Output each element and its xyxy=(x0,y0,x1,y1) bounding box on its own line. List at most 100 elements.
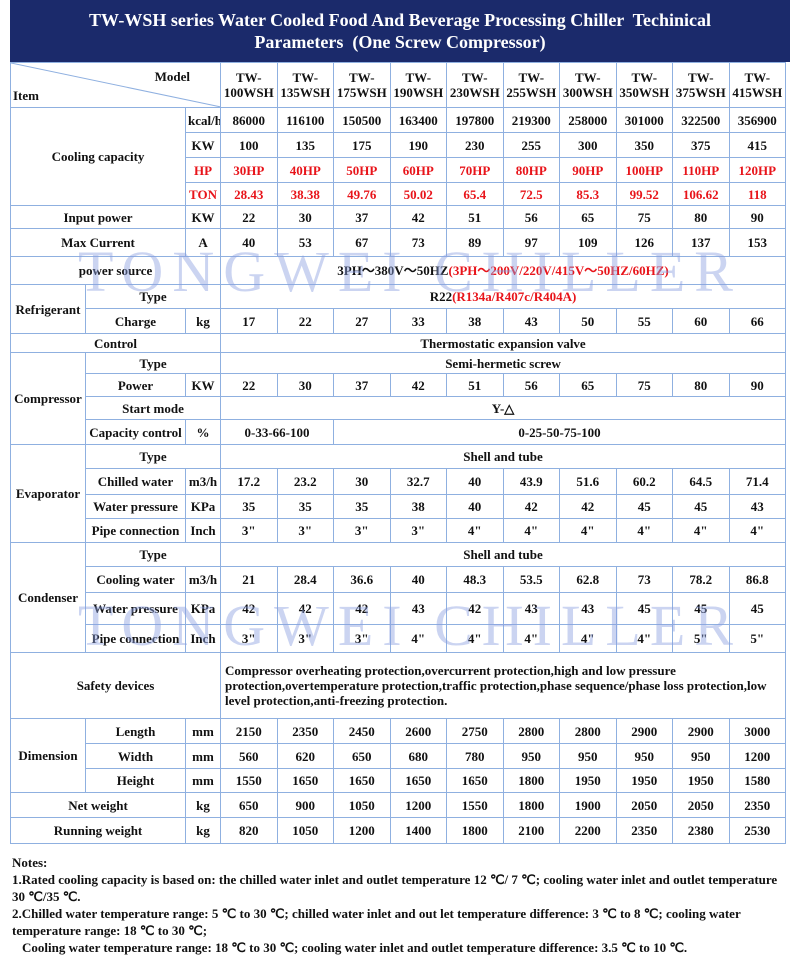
table-row: Charge kg 17 22 27 33 38 43 50 55 60 66 xyxy=(11,308,787,334)
value-cell: 37 xyxy=(333,205,391,229)
value-cell: 17 xyxy=(220,308,278,334)
value-cell: 28.43 xyxy=(220,182,278,206)
value-cell: 45 xyxy=(672,494,730,519)
table-row: Input power KW 22 30 37 42 51 56 65 75 80 90 xyxy=(10,205,787,229)
value-cell: 70HP xyxy=(446,157,504,183)
value-cell: 22 xyxy=(220,373,278,397)
unit: KW xyxy=(184,205,222,229)
value-cell: 42 xyxy=(276,592,335,625)
value-cell: 73 xyxy=(615,566,674,593)
value-cell: 255 xyxy=(502,132,561,158)
value-cell: 1050 xyxy=(333,792,391,818)
value-cell: 89 xyxy=(446,228,504,257)
value-cell: 301000 xyxy=(615,107,674,133)
param-label: power source xyxy=(9,256,222,285)
value-cell: 219300 xyxy=(502,107,561,133)
unit: HP xyxy=(184,157,222,183)
value-text: Shell and tube xyxy=(463,449,543,464)
value-cell: 65.4 xyxy=(446,182,504,206)
value-text: Compressor overheating protection,overcu… xyxy=(225,663,767,708)
value-cell: 350 xyxy=(615,132,674,158)
table-row: Start mode Y-△ xyxy=(11,396,787,420)
value-cell: 190 xyxy=(389,132,448,158)
value-cell: 2150 xyxy=(220,718,278,744)
model-name: TW- 135WSH xyxy=(276,62,335,108)
note-item: 2.Chilled water temperature range: 5 ℃ t… xyxy=(12,906,744,938)
corner-box: Model Item xyxy=(11,63,220,107)
model-name: TW- 230WSH xyxy=(446,62,504,108)
value-cell: 40 xyxy=(446,468,504,495)
item-label: Item xyxy=(13,88,39,103)
value-cell: 4" xyxy=(559,624,617,653)
param-label: Safety devices xyxy=(9,652,222,719)
value-cell: 137 xyxy=(672,228,730,257)
value-cell: 2530 xyxy=(728,817,787,844)
value-cell: 56 xyxy=(502,205,561,229)
value-note: (R134a/R407c/R404A) xyxy=(452,289,577,304)
model-name: TW- 190WSH xyxy=(389,62,448,108)
value-cell: 90HP xyxy=(559,157,617,183)
model-name: TW- 100WSH xyxy=(220,62,278,108)
value-cell: Thermostatic expansion valve xyxy=(220,333,787,353)
value-cell: 60 xyxy=(672,308,730,334)
value-cell: 4" xyxy=(446,624,504,653)
value-cell: 43 xyxy=(502,308,561,334)
param-label: Type xyxy=(84,444,222,469)
table-row: Condenser Type Shell and tube xyxy=(10,542,787,653)
value-cell: 4" xyxy=(559,518,617,543)
param-label: Water pressure xyxy=(85,592,186,625)
value-cell: 2350 xyxy=(615,817,674,844)
group-label: Refrigerant xyxy=(10,284,86,334)
value-cell: 42 xyxy=(389,373,448,397)
value-cell: 1550 xyxy=(446,792,504,818)
value-cell: 560 xyxy=(220,743,278,769)
value-cell: 1200 xyxy=(389,792,448,818)
value-cell: 50.02 xyxy=(389,182,448,206)
param-label: Power xyxy=(85,373,186,397)
unit: KW xyxy=(184,132,222,158)
value-cell: 950 xyxy=(502,743,561,769)
value-cell: 120HP xyxy=(728,157,787,183)
value-cell: Compressor overheating protection,overcu… xyxy=(220,652,787,719)
unit: mm xyxy=(184,743,222,769)
value-cell: 33 xyxy=(389,308,448,334)
value-cell: 5" xyxy=(672,624,730,653)
value-cell: 51.6 xyxy=(559,468,617,495)
table-row: Water pressure KPa 35 35 35 38 40 42 42 45 45 43 xyxy=(11,494,787,519)
param-label: Water pressure xyxy=(85,494,186,519)
value-cell: 415 xyxy=(728,132,787,158)
value-note: (3PH～200V/220V/415V～50HZ/60HZ) xyxy=(448,263,669,278)
unit: KPa xyxy=(184,592,222,625)
unit: Inch xyxy=(184,518,222,543)
value-cell: 4" xyxy=(672,518,730,543)
unit: KPa xyxy=(184,494,222,519)
value-cell: 100 xyxy=(220,132,278,158)
value-cell: 163400 xyxy=(389,107,448,133)
value-cell: 37 xyxy=(333,373,391,397)
value-cell: 620 xyxy=(276,743,335,769)
table-row: Power KW 22 30 37 42 51 56 65 75 80 90 xyxy=(11,373,787,397)
value-cell: 2750 xyxy=(446,718,504,744)
value-cell: 43 xyxy=(559,592,617,625)
value-cell: 2450 xyxy=(333,718,391,744)
value-cell: 3PH～380V～50HZ(3PH～200V/220V/415V～50HZ/60… xyxy=(220,256,787,285)
value-cell: 900 xyxy=(276,792,335,818)
value-cell: Semi-hermetic screw xyxy=(220,352,787,374)
value-cell: 53 xyxy=(276,228,335,257)
value-cell: 43.9 xyxy=(502,468,561,495)
value-cell: 21 xyxy=(220,566,278,593)
value-cell: 60HP xyxy=(389,157,448,183)
model-name: TW- 175WSH xyxy=(333,62,391,108)
group-label: Evaporator xyxy=(10,444,86,543)
unit: mm xyxy=(184,768,222,793)
table-row: power source 3PH～380V～50HZ(3PH～200V/220V/… xyxy=(9,256,787,285)
table-row: TON 28.43 38.38 49.76 50.02 65.4 72.5 85.3 99.52… xyxy=(11,182,787,206)
value-cell: 3000 xyxy=(728,718,787,744)
value-cell: 950 xyxy=(559,743,617,769)
value-cell: 50HP xyxy=(333,157,391,183)
value-cell: 35 xyxy=(276,494,335,519)
value-cell: 1650 xyxy=(446,768,504,793)
group-label: Dimension xyxy=(10,718,86,793)
value-cell: 2800 xyxy=(502,718,561,744)
